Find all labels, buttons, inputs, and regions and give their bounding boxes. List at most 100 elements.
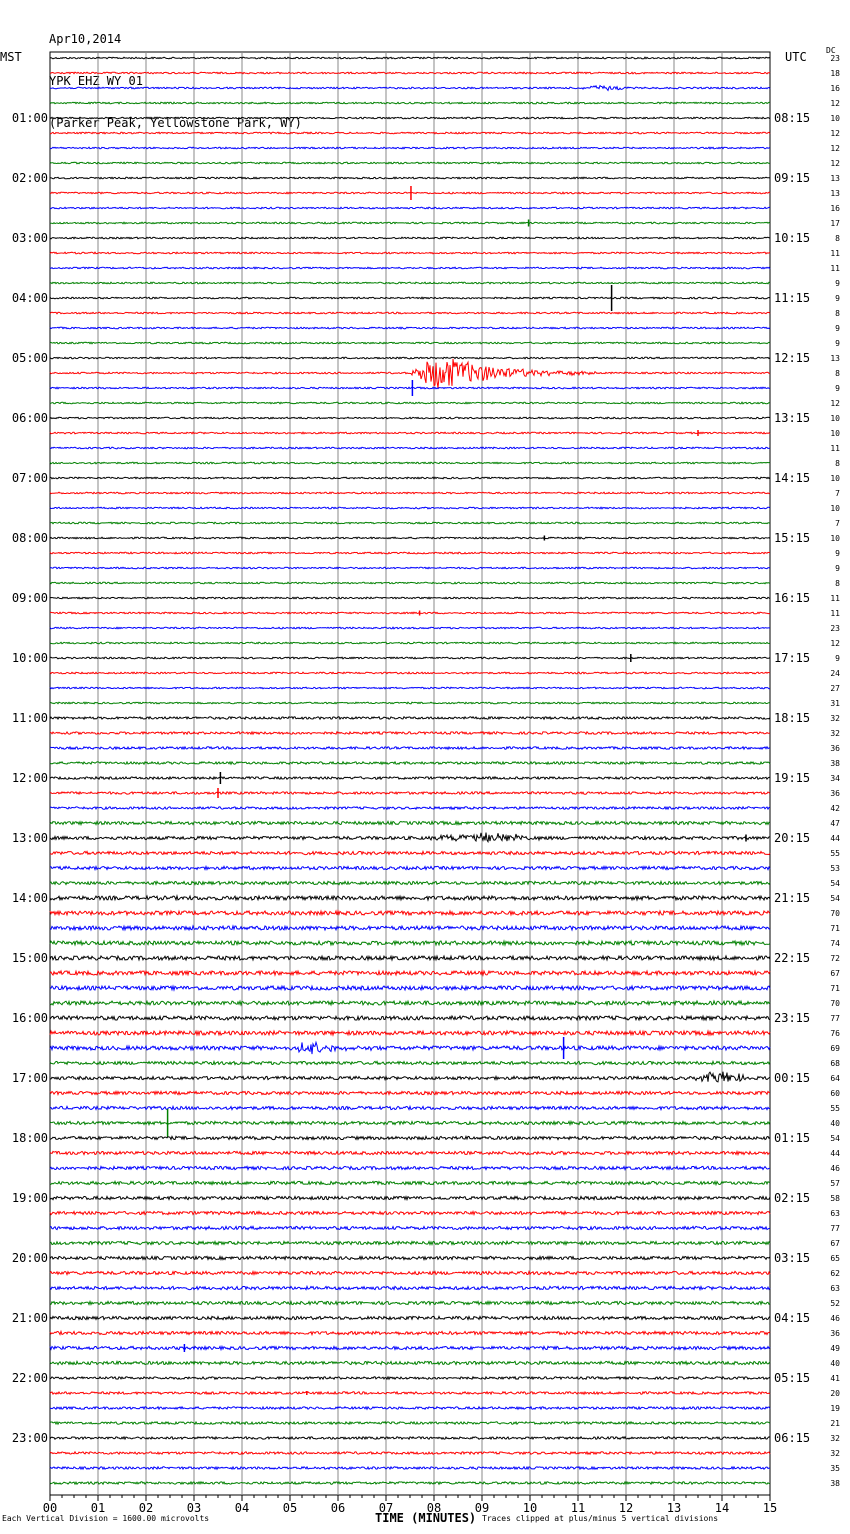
dc-offset-label: 10 — [830, 504, 840, 513]
trace-line — [49, 176, 771, 180]
utc-hour-label: 17:15 — [774, 651, 810, 665]
trace-line — [49, 206, 771, 210]
x-tick-label: 02 — [139, 1501, 153, 1515]
dc-offset-label: 47 — [830, 819, 840, 828]
trace-line — [49, 686, 770, 690]
dc-offset-label: 31 — [830, 699, 840, 708]
trace-line — [49, 1465, 771, 1471]
dc-offset-label: 8 — [835, 579, 840, 588]
trace-line — [49, 805, 771, 811]
dc-offset-label: 58 — [830, 1194, 840, 1203]
mst-hour-label: 11:00 — [12, 711, 48, 725]
mst-hour-label: 18:00 — [12, 1131, 48, 1145]
x-tick-label: 05 — [283, 1501, 297, 1515]
trace-line — [49, 416, 771, 420]
dc-offset-label: 8 — [835, 309, 840, 318]
trace-line — [49, 894, 771, 902]
x-tick-label: 07 — [379, 1501, 393, 1515]
trace-line — [49, 266, 771, 270]
trace-line — [49, 819, 771, 827]
trace-line — [49, 476, 771, 480]
utc-hour-label: 10:15 — [774, 231, 810, 245]
dc-offset-label: 8 — [835, 459, 840, 468]
utc-hour-label: 11:15 — [774, 291, 810, 305]
dc-offset-label: 9 — [835, 564, 840, 573]
trace-line — [49, 954, 771, 962]
trace-line — [49, 161, 770, 165]
dc-offset-label: 40 — [830, 1119, 840, 1128]
trace-line — [49, 1405, 771, 1411]
dc-offset-label: 7 — [835, 489, 840, 498]
utc-hour-label: 21:15 — [774, 891, 810, 905]
mst-hour-label: 03:00 — [12, 231, 48, 245]
x-tick-label: 01 — [91, 1501, 105, 1515]
trace-line — [49, 984, 771, 992]
dc-offset-label: 40 — [830, 1359, 840, 1368]
trace-line — [49, 715, 771, 721]
trace-line — [49, 1390, 771, 1396]
utc-hour-label: 16:15 — [774, 591, 810, 605]
trace-line — [49, 1029, 771, 1037]
dc-offset-label: 68 — [830, 1059, 840, 1068]
trace-line — [49, 101, 771, 105]
x-axis-title: TIME (MINUTES) — [375, 1511, 477, 1525]
dc-offset-label: 70 — [830, 999, 840, 1008]
trace-line — [49, 1165, 771, 1171]
utc-hour-label: 08:15 — [774, 111, 810, 125]
dc-offset-label: 9 — [835, 339, 840, 348]
trace-line — [49, 1134, 771, 1141]
trace-line — [49, 491, 771, 495]
dc-offset-label: 71 — [830, 924, 840, 933]
trace-line — [49, 356, 771, 360]
utc-hour-label: 14:15 — [774, 471, 810, 485]
dc-column-label: DC — [826, 46, 836, 55]
dc-offset-label: 54 — [830, 894, 840, 903]
trace-line — [49, 671, 771, 675]
x-tick-label: 12 — [619, 1501, 633, 1515]
dc-offset-label: 24 — [830, 669, 840, 678]
trace-line — [49, 849, 771, 856]
dc-offset-label: 69 — [830, 1044, 840, 1053]
dc-offset-label: 67 — [830, 1239, 840, 1248]
dc-offset-label: 13 — [830, 354, 840, 363]
chart-location: (Parker Peak, Yellowstone Park, WY) — [49, 116, 302, 130]
mst-axis-label: MST — [0, 50, 22, 64]
trace-line — [49, 909, 771, 917]
trace-line — [49, 701, 771, 705]
mst-hour-label: 15:00 — [12, 951, 48, 965]
dc-offset-label: 46 — [830, 1164, 840, 1173]
trace-line — [49, 84, 771, 92]
dc-offset-label: 13 — [830, 174, 840, 183]
mst-hour-label: 06:00 — [12, 411, 48, 425]
dc-offset-label: 57 — [830, 1179, 840, 1188]
dc-offset-label: 36 — [830, 1329, 840, 1338]
trace-line — [49, 431, 771, 435]
trace-line — [49, 969, 771, 977]
mst-hour-label: 07:00 — [12, 471, 48, 485]
utc-hour-label: 03:15 — [774, 1251, 810, 1265]
trace-line — [49, 446, 771, 450]
trace-line — [49, 1194, 771, 1202]
utc-hour-label: 01:15 — [774, 1131, 810, 1145]
trace-line — [49, 358, 771, 388]
dc-offset-label: 12 — [830, 639, 840, 648]
trace-line — [49, 879, 771, 886]
dc-offset-label: 10 — [830, 114, 840, 123]
trace-line — [49, 611, 771, 615]
mst-hour-label: 14:00 — [12, 891, 48, 905]
trace-line — [49, 730, 771, 736]
trace-line — [49, 56, 771, 60]
dc-offset-label: 11 — [830, 594, 840, 603]
trace-line — [49, 221, 771, 225]
x-tick-label: 00 — [43, 1501, 57, 1515]
trace-line — [49, 1104, 771, 1112]
utc-hour-label: 05:15 — [774, 1371, 810, 1385]
dc-offset-label: 54 — [830, 1134, 840, 1143]
trace-line — [49, 1269, 771, 1277]
trace-line — [49, 251, 771, 255]
trace-line — [49, 760, 771, 766]
mst-hour-label: 10:00 — [12, 651, 48, 665]
trace-line — [49, 790, 771, 796]
trace-line — [49, 596, 771, 600]
